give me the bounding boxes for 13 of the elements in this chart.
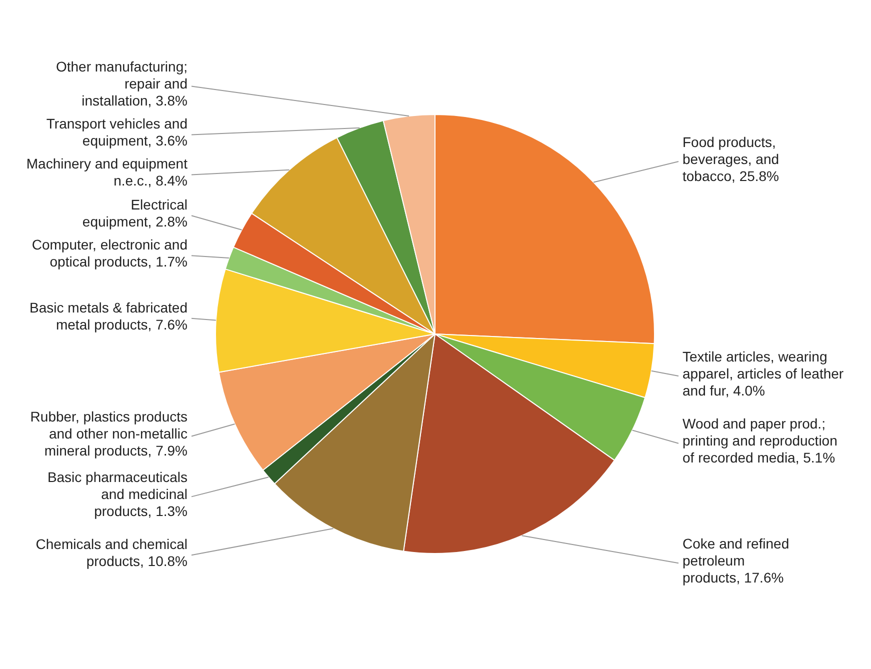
slice-label: Other manufacturing; repair and installation, 3.8%	[56, 58, 188, 109]
slice-label: Basic pharmaceuticals and medicinal products, 1.3%	[47, 469, 188, 520]
slice-label: Chemicals and chemical products, 10.8%	[36, 536, 188, 569]
slice-label: Basic metals & fabricated metal products, 7.6%	[30, 299, 188, 332]
slice-label: Wood and paper prod.; printing and reproduction of recorded media, 5.1%	[682, 416, 838, 466]
slice-label: Machinery and equipment n.e.c., 8.4%	[26, 156, 188, 189]
slice-label: Computer, electronic and optical products, 1.7%	[32, 236, 188, 270]
slice-label: Food products, beverages, and tobacco, 25.8%	[682, 134, 780, 184]
slice-label: Rubber, plastics products and other non-metallic mineral products, 7.9%	[30, 408, 188, 459]
slice-label: Transport vehicles and equipment, 3.6%	[46, 116, 188, 149]
slice-label: Electrical equipment, 2.8%	[82, 196, 188, 230]
slice-label: Textile articles, wearing apparel, articles of leather and fur, 4.0%	[682, 348, 844, 398]
slice-label: Coke and refined petroleum products, 17.6%	[682, 536, 790, 586]
